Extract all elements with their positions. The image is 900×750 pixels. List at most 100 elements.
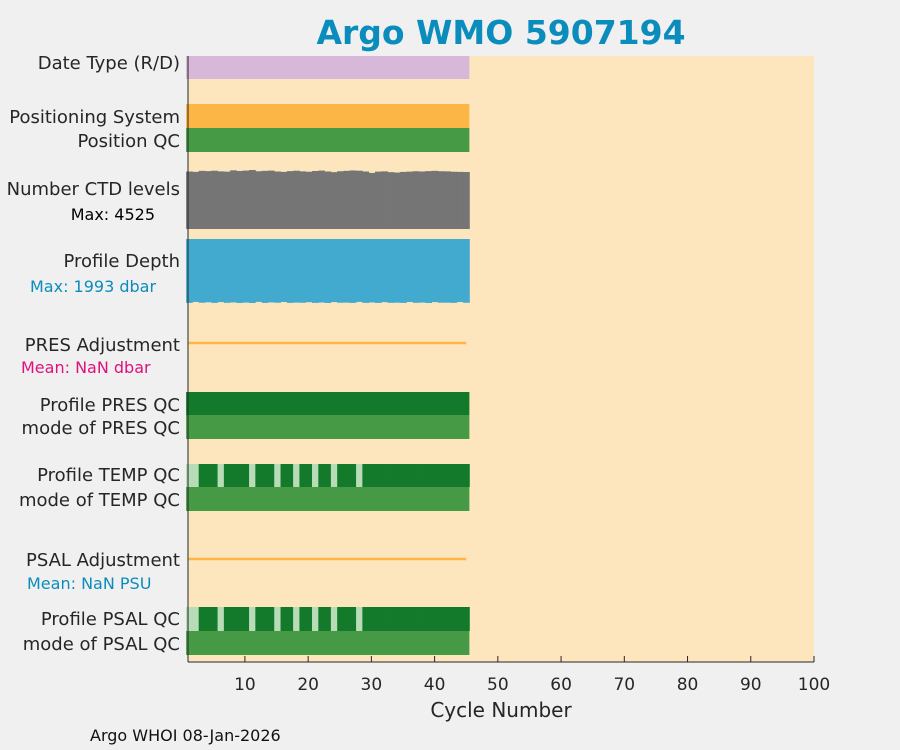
x-tick-label: 90: [740, 675, 762, 695]
profile-pres-qc-band: [186, 392, 470, 415]
profile-temp-qc-cell: [393, 464, 401, 487]
number-ctd-levels-sublabel: Max: 4525: [71, 205, 155, 224]
date-type-r-d-band: [186, 56, 470, 79]
x-tick-label: 20: [297, 675, 319, 695]
profile-temp-qc-cell: [211, 464, 218, 487]
profile-depth-bar: [356, 239, 363, 302]
positioning-system-label: Positioning System: [9, 107, 180, 128]
ctd-levels-bar: [299, 171, 307, 229]
profile-psal-qc-cell: [419, 607, 426, 631]
profile-temp-qc-cell: [280, 464, 288, 487]
ctd-levels-bar: [318, 170, 325, 229]
ctd-levels-bar: [406, 171, 414, 229]
profile-depth-bar: [374, 239, 382, 303]
profile-depth-bar: [274, 239, 281, 303]
mode-of-temp-qc-band: [186, 487, 470, 511]
profile-psal-qc-cell: [186, 607, 193, 631]
profile-temp-qc-cell: [299, 464, 307, 487]
profile-depth-bar: [393, 239, 401, 303]
profile-temp-qc-label: Profile TEMP QC: [37, 465, 180, 486]
profile-psal-qc-cell: [198, 607, 206, 631]
profile-depth-bar: [280, 239, 288, 303]
mode-of-pres-qc-band: [186, 415, 470, 439]
number-ctd-levels-label: Number CTD levels: [7, 179, 180, 200]
profile-temp-qc-cell: [293, 464, 300, 487]
profile-depth-bar: [198, 239, 206, 303]
profile-depth-bar: [330, 239, 338, 303]
profile-depth-bar: [305, 239, 313, 303]
ctd-levels-bar: [186, 171, 193, 229]
ctd-levels-bar: [456, 171, 464, 229]
profile-temp-qc-cell: [450, 464, 458, 487]
ctd-levels-bar: [400, 171, 407, 229]
profile-psal-qc-cell: [444, 607, 451, 631]
profile-temp-qc-cell: [261, 464, 269, 487]
profile-temp-qc-cell: [337, 464, 344, 487]
ctd-levels-bar: [393, 172, 401, 229]
profile-psal-qc-cell: [299, 607, 307, 631]
profile-temp-qc-cell: [204, 464, 212, 487]
ctd-levels-bar: [381, 171, 388, 229]
profile-psal-qc-cell: [286, 607, 294, 631]
profile-temp-qc-cell: [192, 464, 200, 487]
ctd-levels-bar: [450, 171, 458, 229]
profile-temp-qc-cell: [305, 464, 313, 487]
x-tick-label: 70: [613, 675, 635, 695]
ctd-levels-bar: [204, 171, 212, 229]
ctd-levels-bar: [242, 170, 250, 229]
profile-psal-qc-cell: [400, 607, 407, 631]
profile-psal-qc-cell: [249, 607, 256, 631]
profile-depth-bar: [419, 239, 426, 303]
mode-of-psal-qc-label: mode of PSAL QC: [23, 634, 180, 655]
profile-temp-qc-cell: [437, 464, 445, 487]
profile-depth-sublabel: Max: 1993 dbar: [30, 277, 156, 296]
ctd-levels-bar: [444, 171, 451, 229]
profile-temp-qc-cell: [463, 464, 470, 487]
ctd-levels-bar: [286, 171, 294, 229]
profile-psal-qc-cell: [305, 607, 313, 631]
profile-psal-qc-cell: [387, 607, 395, 631]
profile-psal-qc-cell: [349, 607, 357, 631]
ctd-levels-bar: [324, 171, 332, 229]
profile-temp-qc-cell: [324, 464, 332, 487]
profile-depth-bar: [425, 239, 433, 303]
ctd-levels-bar: [280, 171, 288, 229]
plot-background: [188, 56, 814, 662]
x-tick-label: 80: [677, 675, 699, 695]
x-axis: 10 20 30 40 50 60 70 80 90 100: [187, 56, 830, 695]
profile-temp-qc-cell: [349, 464, 357, 487]
profile-depth-bar: [312, 239, 319, 303]
profile-temp-qc-cell: [374, 464, 382, 487]
profile-psal-qc-cell: [381, 607, 388, 631]
profile-temp-qc-cell: [425, 464, 433, 487]
profile-temp-qc-cell: [343, 464, 351, 487]
profile-psal-qc-cell: [343, 607, 351, 631]
profile-psal-qc-cell: [356, 607, 363, 631]
profile-psal-qc-cell: [393, 607, 401, 631]
profile-depth-bar: [249, 239, 256, 303]
position-qc-label: Position QC: [77, 131, 180, 152]
profile-pres-qc-label: Profile PRES QC: [40, 395, 180, 416]
profile-depth-bar: [343, 239, 351, 303]
ctd-levels-bar: [211, 170, 218, 229]
profile-temp-qc-cell: [406, 464, 414, 487]
profile-temp-qc-cell: [330, 464, 338, 487]
profile-depth-bar: [412, 239, 420, 303]
profile-temp-qc-cell: [198, 464, 206, 487]
ctd-levels-bar: [274, 171, 281, 229]
ctd-levels-bar: [261, 170, 269, 229]
ctd-levels-bar: [236, 170, 244, 229]
profile-psal-qc-cell: [236, 607, 244, 631]
profile-depth-bar: [406, 239, 414, 302]
profile-temp-qc-cell: [318, 464, 325, 487]
profile-psal-qc-cell: [211, 607, 218, 631]
x-tick-label: 100: [798, 675, 830, 695]
profile-depth-bar: [450, 239, 458, 303]
ctd-levels-bar: [249, 170, 256, 229]
profile-temp-qc-cell: [267, 464, 275, 487]
profile-temp-qc-cell: [286, 464, 294, 487]
ctd-levels-bar: [312, 170, 319, 229]
profile-depth-bar: [381, 239, 388, 303]
profile-depth-bar: [255, 239, 263, 302]
profile-temp-qc-cell: [412, 464, 420, 487]
